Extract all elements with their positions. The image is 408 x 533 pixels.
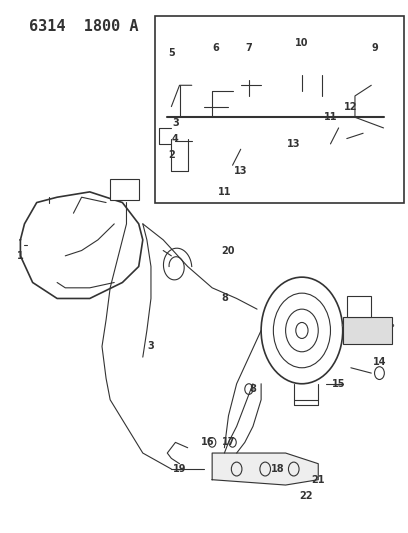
Text: 22: 22 [299,491,313,500]
Text: 10: 10 [295,38,309,47]
Text: 17: 17 [222,438,235,447]
Text: 15: 15 [332,379,346,389]
Text: 3: 3 [148,342,154,351]
Bar [180,134,196,144]
Text: 13: 13 [234,166,248,175]
Text: 7: 7 [246,43,252,53]
Text: 18: 18 [271,464,284,474]
Text: 6314  1800 A: 6314 1800 A [29,19,138,34]
Text: 8: 8 [221,294,228,303]
Bar [155,16,404,203]
Text: 21: 21 [311,475,325,484]
Bar [343,317,392,344]
Text: 1: 1 [17,251,24,261]
Text: 8: 8 [250,384,256,394]
Text: 11: 11 [324,112,337,122]
Text: 2: 2 [168,150,175,159]
Text: 3: 3 [172,118,179,127]
Text: 14: 14 [373,358,386,367]
Text: 16: 16 [201,438,215,447]
Bar [110,179,139,200]
Text: 20: 20 [222,246,235,255]
Text: 5: 5 [168,49,175,58]
Text: 11: 11 [217,187,231,197]
Polygon shape [212,453,318,485]
Bar [347,296,371,317]
Text: 9: 9 [372,43,379,53]
Text: 4: 4 [172,134,179,143]
Text: 12: 12 [344,102,358,111]
Polygon shape [20,192,143,298]
Text: 6: 6 [213,43,220,53]
Text: 19: 19 [173,464,186,474]
Text: 13: 13 [287,139,301,149]
